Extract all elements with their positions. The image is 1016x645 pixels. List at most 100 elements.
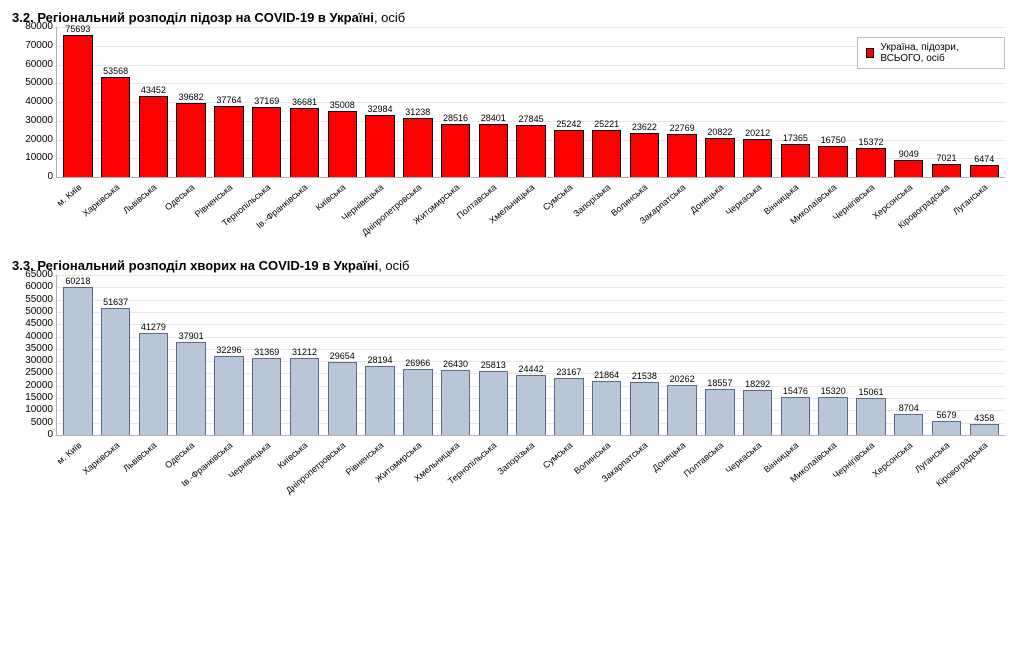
- bar-value: 26966: [405, 358, 430, 368]
- chart1-x-labels: м. КиївХарківськаЛьвівськаОдеськаРівненс…: [56, 178, 1004, 250]
- bar-slot: 41279: [135, 333, 173, 435]
- bar-value: 36681: [292, 97, 317, 107]
- bar-slot: 20822: [701, 138, 739, 177]
- chart2-title-unit: , осіб: [378, 258, 409, 273]
- y-tick-label: 80000: [25, 22, 53, 32]
- bar: 7021: [932, 164, 961, 177]
- x-tick-label: Запорізька: [495, 440, 536, 477]
- bar-slot: 15061: [852, 398, 890, 435]
- chart1: 0100002000030000400005000060000700008000…: [56, 27, 1004, 250]
- bar-value: 29654: [330, 351, 355, 361]
- x-tick-label: м. Київ: [55, 440, 83, 466]
- x-tick-label: Донецька: [688, 182, 725, 215]
- bar: 18292: [743, 390, 772, 435]
- bar-value: 9049: [899, 149, 919, 159]
- x-tick-label: Київська: [314, 182, 348, 213]
- chart1-legend: Україна, підозри, ВСЬОГО, осіб: [857, 37, 1005, 69]
- bar-slot: 25221: [588, 130, 626, 177]
- bar: 28401: [479, 124, 508, 177]
- bar-value: 22769: [670, 123, 695, 133]
- chart2-title-name: Регіональний розподіл хворих на COVID-19…: [37, 258, 378, 273]
- bar-slot: 29654: [323, 362, 361, 435]
- bar-value: 17365: [783, 133, 808, 143]
- y-tick-label: 60000: [25, 282, 53, 292]
- bar: 21538: [630, 382, 659, 435]
- bar-slot: 32296: [210, 356, 248, 435]
- y-tick-label: 45000: [25, 319, 53, 329]
- bar-value: 15476: [783, 386, 808, 396]
- bar-value: 37764: [216, 95, 241, 105]
- bar: 8704: [894, 414, 923, 435]
- bar-value: 21538: [632, 371, 657, 381]
- bar-value: 8704: [899, 403, 919, 413]
- bar-value: 25813: [481, 360, 506, 370]
- bar: 36681: [290, 108, 319, 177]
- bar: 28516: [441, 124, 470, 177]
- bar: 53568: [101, 77, 130, 177]
- legend-swatch: [866, 48, 874, 58]
- bar: 29654: [328, 362, 357, 435]
- bar-value: 75693: [65, 24, 90, 34]
- bar-value: 4358: [974, 413, 994, 423]
- bar-slot: 22769: [663, 134, 701, 177]
- chart1-title-unit: , осіб: [374, 10, 405, 25]
- bar-slot: 15476: [777, 397, 815, 435]
- bar-slot: 75693: [59, 35, 97, 177]
- bar-slot: 51637: [97, 308, 135, 435]
- bar-slot: 17365: [777, 144, 815, 177]
- bar: 15061: [856, 398, 885, 435]
- y-tick-label: 0: [47, 172, 53, 182]
- x-tick-label: Харківська: [80, 440, 121, 477]
- bar: 4358: [970, 424, 999, 435]
- bar-slot: 28194: [361, 366, 399, 435]
- bar: 31238: [403, 118, 432, 177]
- bar-slot: 8704: [890, 414, 928, 435]
- bar-slot: 39682: [172, 103, 210, 177]
- y-tick-label: 25000: [25, 368, 53, 378]
- bar-slot: 18292: [739, 390, 777, 435]
- bar-slot: 53568: [97, 77, 135, 177]
- bar: 25813: [479, 371, 508, 435]
- bar: 6474: [970, 165, 999, 177]
- bar-slot: 7021: [928, 164, 966, 177]
- bar-value: 60218: [65, 276, 90, 286]
- bar-slot: 31369: [248, 358, 286, 435]
- bar-value: 27845: [519, 114, 544, 124]
- y-tick-label: 10000: [25, 405, 53, 415]
- bar-value: 18557: [707, 378, 732, 388]
- bar: 23622: [630, 133, 659, 177]
- chart1-plot: 0100002000030000400005000060000700008000…: [56, 27, 1005, 178]
- chart2-title: 3.3. Регіональний розподіл хворих на COV…: [12, 258, 1004, 273]
- bar-slot: 26430: [437, 370, 475, 435]
- bar-value: 32984: [367, 104, 392, 114]
- bar-value: 39682: [179, 92, 204, 102]
- bar-slot: 21538: [625, 382, 663, 435]
- bar-slot: 23622: [625, 133, 663, 177]
- bar-slot: 9049: [890, 160, 928, 177]
- bar-slot: 20262: [663, 385, 701, 435]
- bar-slot: 5679: [928, 421, 966, 435]
- bar-slot: 37901: [172, 342, 210, 435]
- bar-value: 31369: [254, 347, 279, 357]
- bar: 22769: [667, 134, 696, 177]
- bar-value: 35008: [330, 100, 355, 110]
- bar-value: 15061: [858, 387, 883, 397]
- x-tick-label: Львівська: [121, 440, 158, 474]
- y-tick-label: 65000: [25, 270, 53, 280]
- x-tick-label: Харківська: [80, 182, 121, 219]
- x-tick-label: Київська: [276, 440, 310, 471]
- y-tick-label: 55000: [25, 295, 53, 305]
- bar-value: 32296: [216, 345, 241, 355]
- bar: 31212: [290, 358, 319, 435]
- bar-slot: 60218: [59, 287, 97, 435]
- chart2-x-labels: м. КиївХарківськаЛьвівськаОдеськаІв.-Фра…: [56, 436, 1004, 512]
- bar-slot: 24442: [512, 375, 550, 435]
- chart1-title-name: Регіональний розподіл підозр на COVID-19…: [37, 10, 374, 25]
- bar: 32296: [214, 356, 243, 435]
- y-tick-label: 50000: [25, 78, 53, 88]
- bar: 41279: [139, 333, 168, 435]
- y-tick-label: 30000: [25, 356, 53, 366]
- y-tick-label: 50000: [25, 307, 53, 317]
- bar: 25242: [554, 130, 583, 177]
- y-tick-label: 40000: [25, 332, 53, 342]
